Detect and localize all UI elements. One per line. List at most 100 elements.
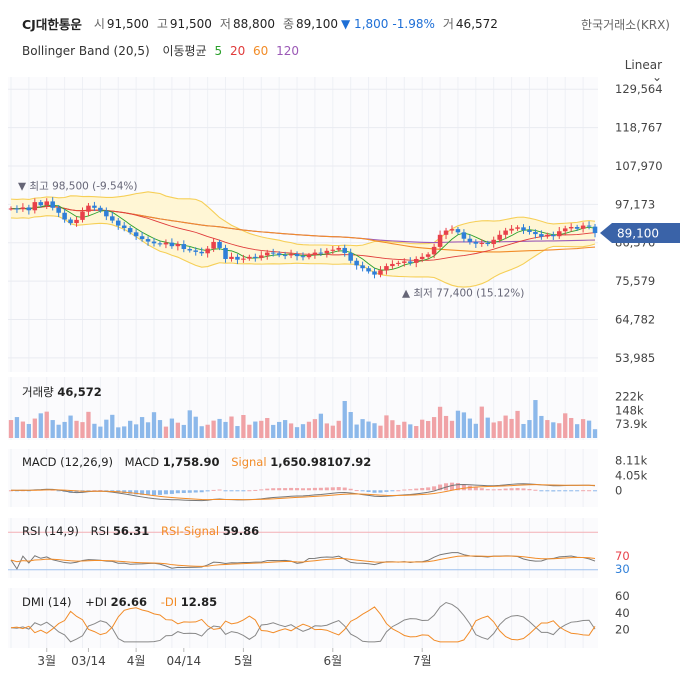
volume-bar	[515, 410, 520, 438]
volume-bar	[169, 418, 175, 438]
candle-body	[276, 253, 282, 256]
candle-body	[491, 239, 496, 245]
candle-body	[354, 260, 359, 266]
candle-body	[580, 225, 586, 229]
candle-body	[139, 236, 145, 240]
x-tick-label: 04/14	[167, 654, 202, 668]
x-tick-label: 3월	[37, 654, 56, 668]
ma-5[interactable]: 5	[214, 44, 223, 58]
volume-tick: 222k	[615, 389, 644, 403]
volume-bar	[247, 424, 252, 438]
volume-bar	[235, 426, 240, 438]
macd-histogram-bar	[223, 490, 228, 492]
volume-bar	[479, 406, 484, 438]
volume-bar	[306, 421, 312, 438]
macd-histogram-bar	[122, 490, 127, 494]
volume-bar	[145, 422, 151, 438]
volume-bar	[473, 423, 478, 438]
volume-bar	[503, 415, 508, 438]
candle-body	[461, 232, 467, 239]
macd-tick: 0	[615, 483, 622, 497]
volume-bar	[193, 416, 198, 438]
dmi-tick: 20	[615, 622, 630, 636]
candle-body	[193, 250, 198, 252]
ma-label[interactable]: 이동평균	[162, 44, 207, 58]
macd-histogram-bar	[515, 488, 520, 491]
macd-histogram-bar	[312, 487, 317, 491]
candle-body	[556, 231, 562, 237]
ma-20[interactable]: 20	[229, 44, 246, 58]
ma-120[interactable]: 120	[276, 44, 300, 58]
volume-bar	[467, 418, 473, 438]
candle-body	[402, 261, 407, 263]
candle-body	[318, 252, 324, 254]
candle-body	[503, 230, 508, 235]
volume-bar	[330, 425, 335, 438]
candle-body	[92, 205, 97, 208]
macd-pane-title: MACD (12,26,9) MACD 1,758.90 Signal 1,65…	[22, 455, 371, 469]
volume-tick: 73.9k	[615, 417, 648, 431]
x-tick-label: 4월	[127, 654, 146, 668]
open-label: 시	[93, 17, 105, 31]
macd-histogram-bar	[74, 490, 79, 494]
scale-mode-label[interactable]: Linear	[624, 58, 662, 72]
candle-body	[437, 234, 443, 247]
max-annotation: ▼ 최고 98,500 (-9.54%)	[18, 180, 138, 192]
macd-histogram-bar	[348, 488, 353, 491]
candle-body	[378, 270, 383, 275]
bollinger-upper	[10, 191, 596, 247]
volume-bar	[157, 420, 163, 438]
x-tick-label: 7월	[413, 654, 432, 668]
mdi-value: 12.85	[180, 595, 218, 609]
candle-body	[551, 234, 556, 237]
bollinger-label[interactable]: Bollinger Band (20,5)	[22, 44, 150, 58]
y-tick-label: 107,970	[615, 159, 663, 173]
macd-histogram-bar	[438, 484, 443, 491]
volume-bar	[38, 413, 43, 438]
macd-histogram-bar	[497, 489, 502, 491]
candle-body	[86, 205, 91, 212]
low-label: 저	[219, 17, 231, 31]
volume-bar	[44, 411, 49, 438]
indicator-legend[interactable]: Bollinger Band (20,5) 이동평균 5 20 60 120	[22, 42, 303, 59]
ma-60[interactable]: 60	[253, 44, 269, 58]
volume-bar	[277, 421, 282, 438]
candle-body	[74, 219, 79, 224]
macd-histogram-bar	[163, 490, 168, 495]
macd-histogram-bar	[521, 488, 526, 491]
candle-body	[8, 208, 14, 210]
macd-histogram-bar	[205, 490, 210, 492]
candle-body	[515, 227, 520, 229]
volume-bar	[26, 423, 32, 438]
volume-bar	[14, 417, 20, 438]
volume-bar	[557, 423, 562, 438]
macd-histogram-bar	[277, 488, 282, 491]
macd-histogram-bar	[318, 487, 323, 491]
scale-mode-dropdown[interactable]: Linear ⌄	[625, 58, 662, 84]
candle-body	[390, 263, 395, 267]
rsi-label: RSI	[90, 524, 110, 538]
candle-body	[62, 212, 67, 220]
candle-body	[509, 228, 514, 231]
pdi-label: +DI	[85, 595, 107, 609]
volume-pane-title: 거래량 46,572	[22, 384, 102, 400]
dmi-tick: 60	[615, 589, 630, 603]
macd-histogram-bar	[289, 487, 294, 491]
macd-histogram-bar	[199, 490, 204, 493]
volume-bar	[342, 400, 347, 438]
macd-histogram-bar	[551, 490, 556, 492]
volume-bar	[449, 420, 455, 438]
rsi-signal-label: RSI-Signal	[160, 524, 220, 538]
volume-bar	[312, 419, 318, 438]
macd-histogram-bar	[527, 489, 532, 491]
volume-bar	[437, 406, 443, 438]
candle-body	[348, 252, 353, 261]
candle-body	[568, 226, 574, 229]
candle-body	[306, 255, 312, 258]
candle-body	[104, 210, 109, 217]
macd-histogram-bar	[217, 489, 222, 491]
candle-body	[288, 254, 294, 256]
candle-body	[300, 256, 306, 258]
volume-bar	[241, 415, 246, 438]
